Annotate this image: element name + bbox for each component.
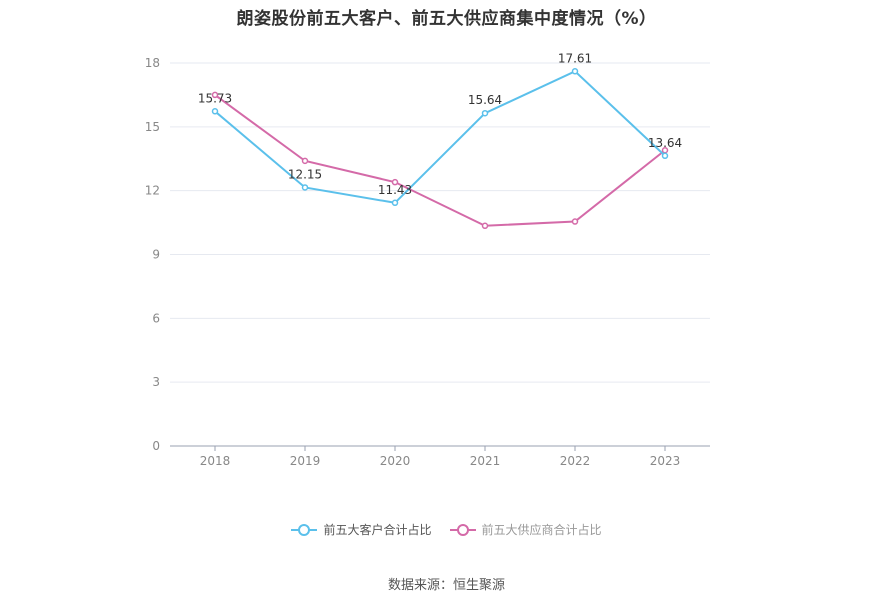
data-point[interactable] xyxy=(481,109,489,117)
data-point[interactable] xyxy=(391,199,399,207)
data-point[interactable] xyxy=(571,218,579,225)
legend: 前五大客户合计占比 前五大供应商合计占比 xyxy=(0,521,893,538)
x-tick-label: 2019 xyxy=(290,454,321,468)
y-tick-label: 12 xyxy=(145,184,160,198)
data-label: 17.61 xyxy=(558,51,592,65)
data-label: 13.64 xyxy=(648,136,682,150)
data-label: 12.15 xyxy=(288,167,322,181)
x-tick-label: 2022 xyxy=(560,454,591,468)
x-tick-label: 2021 xyxy=(470,454,501,468)
data-point[interactable] xyxy=(301,157,309,165)
data-point[interactable] xyxy=(211,108,219,115)
data-point[interactable] xyxy=(571,68,579,75)
data-point[interactable] xyxy=(301,184,309,191)
y-tick-label: 3 xyxy=(152,375,160,389)
data-label: 15.73 xyxy=(198,91,232,105)
axes: 0 3 6 9 12 15 18 2018 2019 2020 2021 2022 2023 xyxy=(145,56,710,468)
legend-item-customers[interactable]: 前五大客户合计占比 xyxy=(291,521,432,538)
y-tick-label: 0 xyxy=(152,439,160,453)
data-label: 11.43 xyxy=(378,183,412,197)
data-point[interactable] xyxy=(391,178,399,186)
data-point[interactable] xyxy=(481,222,489,230)
y-tick-label: 18 xyxy=(145,56,160,70)
y-tick-label: 6 xyxy=(152,311,160,325)
data-label: 15.64 xyxy=(468,93,502,107)
series-lines xyxy=(211,68,669,230)
x-tick-label: 2018 xyxy=(200,454,231,468)
grid-lines xyxy=(170,62,710,383)
data-point[interactable] xyxy=(211,91,219,99)
legend-label-suppliers: 前五大供应商合计占比 xyxy=(481,523,602,537)
series-line-1 xyxy=(214,94,666,227)
x-tick-label: 2020 xyxy=(380,454,411,468)
legend-swatch-suppliers-icon xyxy=(449,523,476,536)
data-point[interactable] xyxy=(661,152,669,160)
legend-swatch-customers-icon xyxy=(291,523,318,536)
x-tick-label: 2023 xyxy=(650,454,681,468)
series-line-0 xyxy=(214,70,666,204)
legend-item-suppliers[interactable]: 前五大供应商合计占比 xyxy=(449,521,602,538)
y-tick-label: 15 xyxy=(145,120,160,134)
legend-label-customers: 前五大客户合计占比 xyxy=(323,523,432,537)
source-note: 数据来源：恒生聚源 xyxy=(387,578,505,593)
chart-title: 朗姿股份前五大客户、前五大供应商集中度情况（%） xyxy=(236,9,657,29)
data-labels: 15.73 12.15 11.43 15.64 17.61 13.64 xyxy=(198,51,682,196)
y-tick-label: 9 xyxy=(152,248,160,262)
